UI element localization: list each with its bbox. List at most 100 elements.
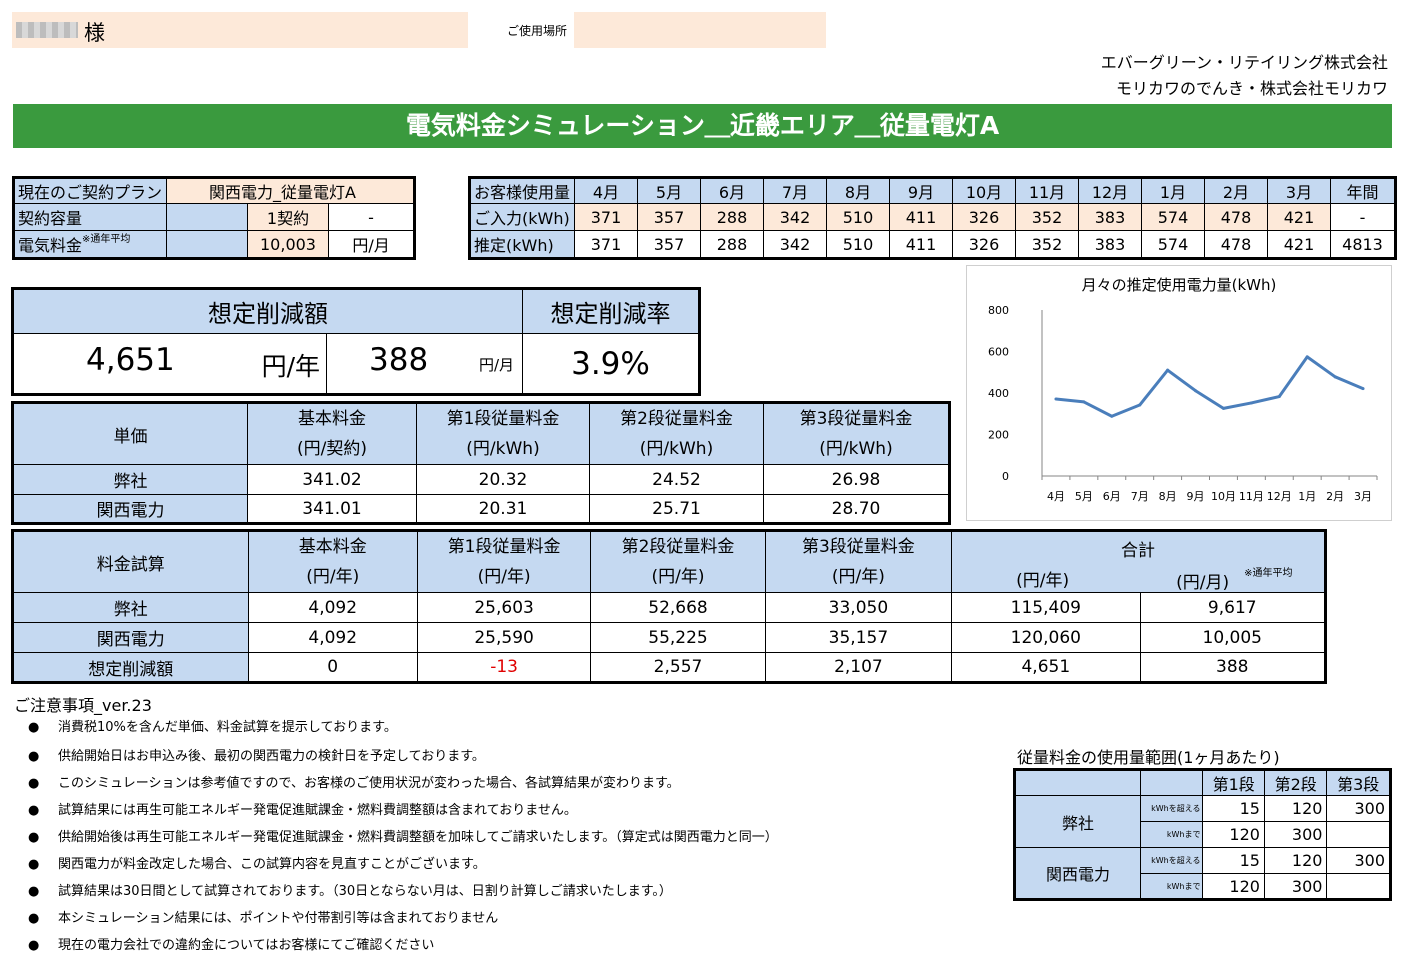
trial-cell: -13	[416, 652, 592, 683]
trial-total-header: 合計 (円/年) (円/月) ※通年平均	[951, 530, 1326, 593]
unit-price-table: 単価 基本料金 (円/契約) 第1段従量料金 (円/kWh) 第2段従量料金 (円/kWh…	[11, 401, 951, 525]
chart-x-tick: 9月	[1187, 490, 1205, 503]
chart-point	[1110, 414, 1114, 418]
savings-monthly-cell: 388 円/月	[326, 333, 523, 395]
usage-input-value[interactable]: 357	[637, 203, 701, 231]
note-bullet: ●	[28, 884, 40, 899]
range-cell: 300	[1326, 847, 1391, 874]
unit-price-header-title: 第2段従量料金	[620, 409, 733, 429]
chart-point	[1166, 368, 1170, 372]
usage-input-value[interactable]: 574	[1141, 203, 1205, 231]
trial-header-title: 第3段従量料金	[801, 537, 915, 557]
chart-x-tick: 12月	[1267, 490, 1292, 503]
trial-cell: 25,603	[416, 592, 592, 623]
unit-price-cell: 25.71	[589, 494, 764, 524]
range-cell: 120	[1202, 873, 1265, 900]
range-row-label: kWhまで	[1139, 873, 1204, 900]
unit-price-header-unit: (円/kWh)	[466, 439, 540, 459]
trial-cell: 120,060	[951, 622, 1141, 653]
trial-header-unit: (円/年)	[477, 567, 531, 587]
usage-month-13: 年間	[1330, 177, 1396, 204]
usage-input-value[interactable]: 421	[1267, 203, 1331, 231]
unit-price-row-name: 弊社	[12, 464, 248, 495]
chart-point	[1361, 387, 1365, 391]
fee-value: 10,003	[247, 230, 329, 259]
unit-price-cell: 24.52	[589, 464, 764, 495]
unit-price-cell: 26.98	[763, 464, 950, 495]
note-text: 試算結果には再生可能エネルギー発電促進賦課金・燃料費調整額は含まれておりません。	[58, 803, 577, 818]
note-item: ● 消費税10%を含んだ単価、料金試算を提示しております。	[28, 716, 397, 735]
usage-est-value: 342	[763, 230, 827, 259]
range-cell: 15	[1202, 795, 1265, 822]
usage-month-12: 3月	[1267, 177, 1331, 204]
trial-header-4: 第3段従量料金 (円/年)	[764, 530, 953, 593]
chart-point	[1277, 395, 1281, 399]
note-text: 現在の電力会社での違約金についてはお客様にてご確認ください	[58, 938, 435, 953]
unit-price-label: 単価	[12, 402, 248, 465]
range-cell	[1326, 821, 1391, 848]
chart-point	[1333, 375, 1337, 379]
chart-x-tick: 10月	[1211, 490, 1236, 503]
company-line-1: エバーグリーン・リテイリング株式会社	[1100, 53, 1388, 72]
unit-price-cell: 20.31	[416, 494, 590, 524]
usage-table: お客様使用量 4月 5月 6月 7月 8月 9月 10月 11月 12月 1月 2月 3月 年間 ご入力(…	[468, 176, 1397, 260]
usage-est-value: 371	[574, 230, 638, 259]
capacity-spacer	[166, 203, 248, 231]
trial-header-3: 第2段従量料金 (円/年)	[590, 530, 766, 593]
usage-month-5: 8月	[826, 177, 890, 204]
usage-input-value[interactable]: 288	[700, 203, 764, 231]
trial-cell: 10,005	[1139, 622, 1327, 653]
note-text: 試算結果は30日間として試算されております。（30日とならない月は、日割り計算し…	[58, 884, 672, 899]
note-text: このシミュレーションは参考値ですので、お客様のご使用状況が変わった場合、各試算結…	[58, 776, 680, 791]
usage-input-value[interactable]: 342	[763, 203, 827, 231]
usage-input-label: ご入力(kWh)	[469, 203, 575, 231]
unit-price-cell: 28.70	[763, 494, 950, 524]
chart-x-tick: 4月	[1047, 490, 1065, 503]
range-company-name: 関西電力	[1014, 847, 1141, 900]
usage-input-value[interactable]: 510	[826, 203, 890, 231]
usage-est-label: 推定(kWh)	[469, 230, 575, 259]
chart-plot: 800 600 400 200 0 4月 5月 6月 7月 8月 9月 10月 11月 12月 1月 2月 3月	[988, 304, 1378, 503]
trial-header-title: 第1段従量料金	[447, 537, 561, 557]
usage-month-1: 4月	[574, 177, 638, 204]
note-text: 供給開始日はお申込み後、最初の関西電力の検針日を予定しております。	[58, 749, 485, 764]
savings-amount-label: 想定削減額	[12, 288, 523, 334]
usage-est-value: 4813	[1330, 230, 1396, 259]
trial-total-note: ※通年平均	[1244, 568, 1293, 579]
usage-est-value: 288	[700, 230, 764, 259]
chart-point	[1082, 400, 1086, 404]
note-item: ● このシミュレーションは参考値ですので、お客様のご使用状況が変わった場合、各試算…	[28, 772, 680, 791]
trial-total-sub1: (円/年)	[1016, 571, 1070, 591]
usage-input-value[interactable]: 352	[1015, 203, 1079, 231]
savings-table: 想定削減額 想定削減率 4,651 円/年 388 円/月 3.9%	[11, 287, 701, 396]
note-item: ● 試算結果には再生可能エネルギー発電促進賦課金・燃料費調整額は含まれておりません…	[28, 799, 577, 818]
plan-value: 関西電力_従量電灯A	[165, 177, 416, 204]
range-cell: 300	[1263, 873, 1328, 900]
savings-rate-label: 想定削減率	[522, 288, 700, 334]
trial-header-title: 第2段従量料金	[621, 537, 735, 557]
usage-est-value: 510	[826, 230, 890, 259]
usage-input-value[interactable]: 371	[574, 203, 638, 231]
unit-price-header-title: 第1段従量料金	[446, 409, 560, 429]
note-item: ● 供給開始後は再生可能エネルギー発電促進賦課金・燃料費調整額を加味してご請求いた…	[28, 826, 778, 845]
notes-title: ご注意事項_ver.23	[14, 696, 152, 715]
usage-input-value[interactable]: 478	[1204, 203, 1268, 231]
customer-suffix: 様	[84, 21, 105, 45]
usage-est-value: 357	[637, 230, 701, 259]
customer-name-field: 様	[12, 12, 468, 48]
range-header: 第1段	[1202, 769, 1265, 796]
usage-est-value: 326	[952, 230, 1016, 259]
trial-cell: 4,651	[951, 652, 1141, 683]
usage-input-value[interactable]: 326	[952, 203, 1016, 231]
usage-est-value: 421	[1267, 230, 1331, 259]
trial-cell: 2,557	[590, 652, 766, 683]
usage-input-value[interactable]: 411	[889, 203, 953, 231]
capacity-unit: -	[327, 203, 416, 231]
chart-x-tick: 3月	[1354, 490, 1372, 503]
range-cell	[1326, 873, 1391, 900]
range-row-label: kWhまで	[1139, 821, 1204, 848]
trial-total-sub2: (円/月)	[1176, 573, 1230, 593]
usage-input-value[interactable]: 383	[1078, 203, 1142, 231]
page-title: 電気料金シミュレーション＿近畿エリア＿従量電灯A	[405, 111, 1000, 140]
note-item: ● 供給開始日はお申込み後、最初の関西電力の検針日を予定しております。	[28, 745, 485, 764]
